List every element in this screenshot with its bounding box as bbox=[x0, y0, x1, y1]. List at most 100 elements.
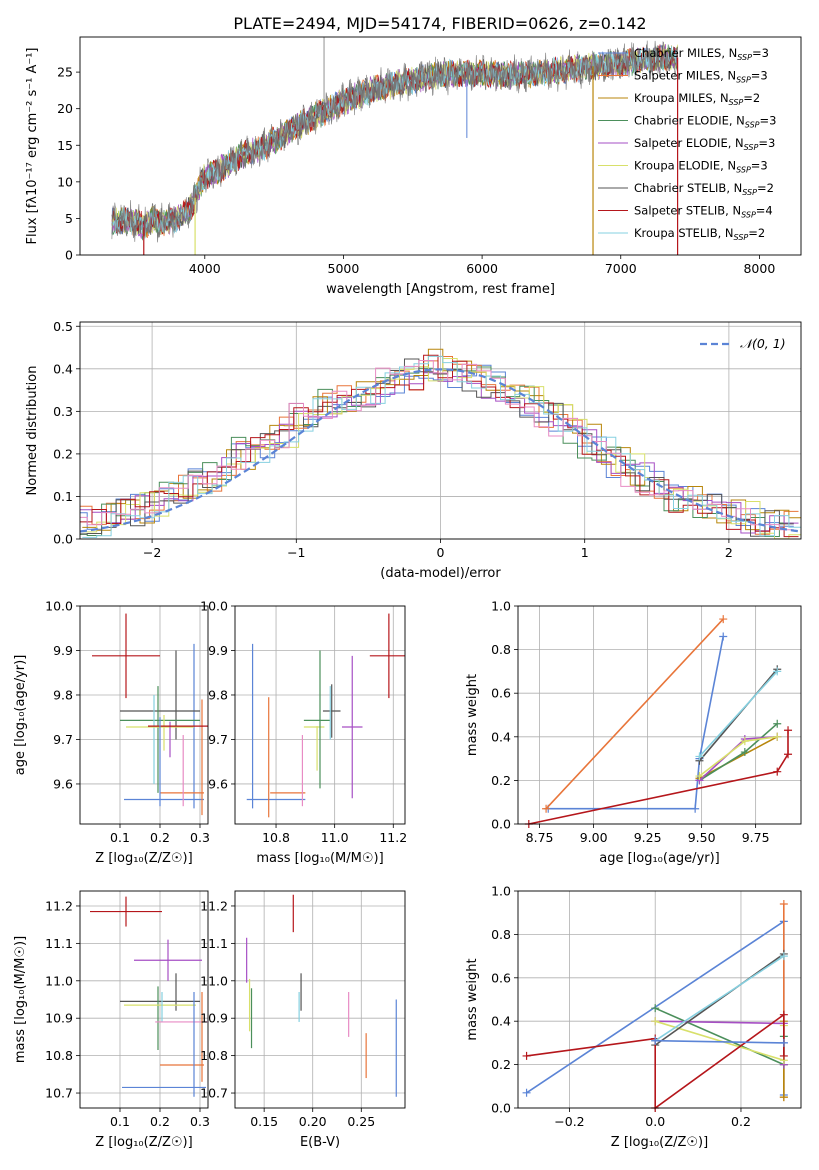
y-axis-label: mass weight bbox=[465, 958, 480, 1040]
legend-text: Chabrier STELIB, N bbox=[634, 181, 742, 195]
x-tick-label: 8000 bbox=[743, 261, 775, 276]
marker-plus bbox=[784, 726, 793, 735]
legend-text: Chabrier MILES, N bbox=[634, 46, 737, 60]
marker-plus bbox=[779, 900, 788, 909]
marker-plus bbox=[784, 750, 793, 759]
legend-subscript: SSP bbox=[729, 98, 744, 107]
axes-frame bbox=[79, 36, 802, 256]
y-tick-label: 0 bbox=[65, 248, 73, 263]
x-tick-label: 9.25 bbox=[634, 830, 662, 845]
marker-plus bbox=[695, 752, 704, 761]
legend-value: =2 bbox=[757, 181, 774, 195]
marker-plus bbox=[522, 1051, 531, 1060]
y-tick-label: 25 bbox=[57, 65, 73, 80]
y-tick-label: 0.0 bbox=[53, 532, 73, 547]
x-axis-label: mass [log₁₀(M/M☉)] bbox=[256, 851, 383, 866]
marker-plus bbox=[773, 732, 782, 741]
legend-label: Salpeter MILES, NSSP=3 bbox=[634, 69, 768, 85]
y-tick-label: 10.7 bbox=[45, 1086, 73, 1101]
figure-title: PLATE=2494, MJD=54174, FIBERID=0626, z=0… bbox=[233, 14, 646, 33]
marker-plus bbox=[773, 667, 782, 676]
x-axis-label: E(B-V) bbox=[300, 1135, 340, 1150]
legend-text: Salpeter STELIB, N bbox=[634, 204, 741, 218]
x-tick-label: −2 bbox=[143, 545, 161, 560]
x-tick-label: 0.2 bbox=[150, 1114, 170, 1129]
x-tick-label: 0.15 bbox=[250, 1114, 278, 1129]
marker-plus bbox=[740, 748, 749, 757]
legend-label: Salpeter ELODIE, NSSP=3 bbox=[634, 136, 775, 152]
x-axis-label: Z [log₁₀(Z/Z☉)] bbox=[95, 1135, 192, 1150]
x-tick-label: 9.00 bbox=[580, 830, 608, 845]
x-tick-label: 0.20 bbox=[299, 1114, 327, 1129]
mass_vs_EBV-panel: 0.15 0.20 0.25 10.7 10.8 10.9 11.0 11.1 11.2 E(B-… bbox=[200, 890, 406, 1150]
legend-label: Chabrier MILES, NSSP=3 bbox=[634, 46, 769, 62]
y-tick-label: 10.7 bbox=[200, 1086, 228, 1101]
x-tick-label: 10.8 bbox=[262, 830, 290, 845]
legend-text: Salpeter MILES, N bbox=[634, 69, 736, 83]
y-tick-label: 9.7 bbox=[53, 732, 73, 747]
mass_vs_Z-panel: 0.1 0.2 0.3 10.7 10.8 10.9 11.0 11.1 11.2 Z [log₁… bbox=[13, 890, 210, 1150]
marker-plus bbox=[651, 1036, 660, 1045]
x-tick-label: 0.2 bbox=[150, 830, 170, 845]
y-tick-label: 0.0 bbox=[491, 1101, 511, 1116]
residuals-panel: −2 −1 0 1 2 0.0 0.1 0.2 0.3 0.4 0.5 (data-model)/er… bbox=[25, 319, 802, 581]
x-tick-label: −0.2 bbox=[554, 1114, 584, 1129]
legend-subscript: SSP bbox=[745, 121, 760, 130]
mass-weight-line bbox=[655, 1039, 784, 1044]
y-tick-label: 10.0 bbox=[45, 599, 73, 614]
legend-label: Kroupa STELIB, NSSP=2 bbox=[634, 226, 765, 242]
legend-value: =2 bbox=[743, 91, 760, 105]
legend-text: Kroupa MILES, N bbox=[634, 91, 729, 105]
x-axis-label: (data-model)/error bbox=[380, 566, 501, 581]
legend-subscript: SSP bbox=[736, 166, 751, 175]
legend-subscript: SSP bbox=[742, 188, 757, 197]
x-tick-label: 9.50 bbox=[688, 830, 716, 845]
spectrum-data-line bbox=[111, 40, 678, 243]
x-tick-label: 0.3 bbox=[190, 830, 210, 845]
y-tick-label: 9.9 bbox=[208, 643, 228, 658]
mass-weight-line bbox=[528, 730, 789, 825]
legend-text: Salpeter ELODIE, N bbox=[634, 136, 744, 150]
y-axis-label: Normed distribution bbox=[25, 366, 40, 496]
y-tick-label: 0.4 bbox=[491, 1014, 511, 1029]
y-tick-label: 10 bbox=[57, 174, 73, 189]
mass_weight_vs_age-panel: 8.75 9.00 9.25 9.50 9.75 0.0 0.2 0.4 0.6 0.8 1.0 ag… bbox=[465, 599, 802, 866]
x-axis-label: Z [log₁₀(Z/Z☉)] bbox=[611, 1135, 708, 1150]
axes-frame bbox=[517, 605, 802, 825]
y-axis-label: mass weight bbox=[465, 674, 480, 756]
legend-label: Kroupa ELODIE, NSSP=3 bbox=[634, 159, 768, 175]
x-axis-label: wavelength [Angstrom, rest frame] bbox=[326, 282, 555, 297]
legend-text: Chabrier ELODIE, N bbox=[634, 114, 745, 128]
y-tick-label: 15 bbox=[57, 138, 73, 153]
x-axis-label: Z [log₁₀(Z/Z☉)] bbox=[95, 851, 192, 866]
x-tick-label: 4000 bbox=[189, 261, 221, 276]
legend-value: =4 bbox=[756, 204, 773, 218]
y-tick-label: 10.8 bbox=[45, 1048, 73, 1063]
y-tick-label: 9.6 bbox=[208, 776, 228, 791]
mass_weight_vs_Z-panel: −0.2 0.0 0.2 0.0 0.2 0.4 0.6 0.8 1.0 Z [log₁₀(Z/Z… bbox=[465, 884, 802, 1150]
mass-weight-line bbox=[654, 955, 785, 1042]
histogram-step bbox=[80, 358, 794, 537]
x-tick-label: 0 bbox=[437, 545, 445, 560]
legend-value: =3 bbox=[760, 114, 777, 128]
y-tick-label: 1.0 bbox=[491, 884, 511, 899]
axes-frame bbox=[79, 321, 802, 540]
y-tick-label: 0.2 bbox=[53, 446, 73, 461]
legend-subscript: SSP bbox=[737, 53, 752, 62]
marker-plus bbox=[719, 615, 728, 624]
histogram-step bbox=[80, 356, 799, 535]
y-tick-label: 0.5 bbox=[53, 319, 73, 334]
y-tick-label: 0.3 bbox=[53, 404, 73, 419]
y-axis-label: mass [log₁₀(M/M☉)] bbox=[13, 936, 28, 1063]
x-tick-label: 9.75 bbox=[742, 830, 770, 845]
y-tick-label: 5 bbox=[65, 211, 73, 226]
y-tick-label: 11.2 bbox=[200, 898, 228, 913]
mass-weight-line bbox=[654, 1007, 785, 1066]
age_vs_Z-panel: 0.1 0.2 0.3 9.6 9.7 9.8 9.9 10.0 Z [log₁₀(Z/Z☉)]… bbox=[13, 599, 210, 867]
marker-plus bbox=[779, 1051, 788, 1060]
legend-label: Chabrier ELODIE, NSSP=3 bbox=[634, 114, 776, 130]
marker-plus bbox=[740, 737, 749, 746]
legend-subscript: SSP bbox=[734, 233, 749, 242]
